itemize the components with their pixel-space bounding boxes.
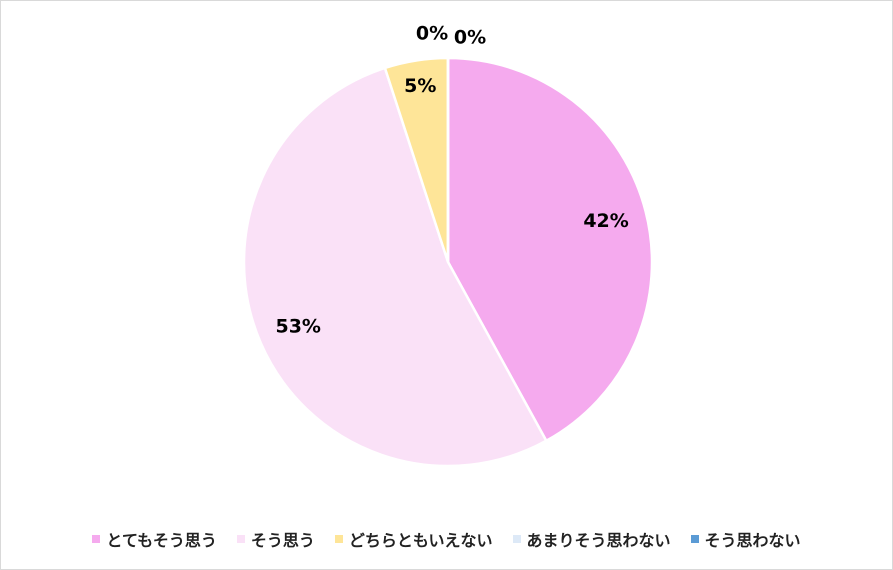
legend-item: とてもそう思う [92, 527, 217, 551]
legend-label: とてもそう思う [106, 531, 217, 550]
legend-label: どちらともいえない [348, 531, 493, 550]
legend: とてもそう思う そう思う どちらともいえない あまりそう思わない そう思わない [1, 527, 892, 551]
legend-swatch [334, 535, 343, 543]
legend-item: あまりそう思わない [512, 527, 671, 551]
data-label: 0% [416, 23, 448, 45]
legend-swatch [512, 535, 521, 543]
legend-swatch [92, 535, 101, 543]
legend-item: そう思う [236, 527, 315, 551]
data-label: 53% [275, 315, 320, 337]
legend-item: そう思わない [690, 527, 801, 551]
legend-label: そう思う [250, 531, 315, 550]
data-label: 42% [583, 210, 628, 232]
legend-label: そう思わない [704, 531, 801, 550]
data-label: 0% [454, 27, 486, 49]
legend-label: あまりそう思わない [526, 531, 671, 550]
legend-swatch [236, 535, 245, 543]
chart: 42% 53% 5% 0% 0% [242, 23, 654, 468]
pie-slice [446, 56, 654, 443]
legend-item: どちらともいえない [334, 527, 493, 551]
data-label: 5% [404, 75, 436, 97]
pie-slice [242, 66, 548, 468]
legend-swatch [690, 535, 699, 543]
